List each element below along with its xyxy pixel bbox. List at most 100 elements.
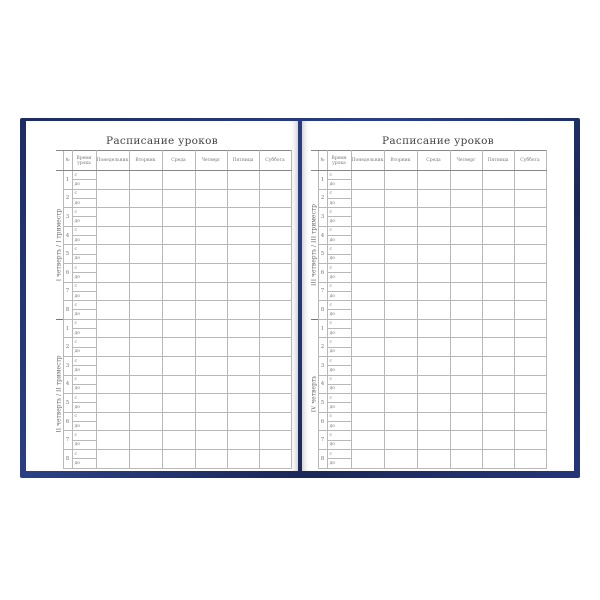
subject-cell[interactable] xyxy=(194,318,228,339)
subject-cell[interactable] xyxy=(383,262,418,283)
subject-cell[interactable] xyxy=(258,393,292,413)
time-cell[interactable]: до xyxy=(71,253,97,264)
time-cell[interactable]: с xyxy=(326,430,352,441)
time-cell[interactable]: до xyxy=(326,272,352,283)
subject-cell[interactable] xyxy=(95,262,130,283)
time-cell[interactable]: с xyxy=(71,430,97,441)
subject-cell[interactable] xyxy=(350,337,385,357)
subject-cell[interactable] xyxy=(258,170,292,190)
subject-cell[interactable] xyxy=(128,244,163,264)
subject-cell[interactable] xyxy=(128,170,163,190)
time-cell[interactable]: с xyxy=(71,281,97,292)
time-cell[interactable]: до xyxy=(326,402,352,413)
subject-cell[interactable] xyxy=(258,337,292,357)
subject-cell[interactable] xyxy=(481,374,515,395)
time-cell[interactable]: с xyxy=(326,411,352,423)
subject-cell[interactable] xyxy=(513,188,547,209)
subject-cell[interactable] xyxy=(194,411,228,432)
subject-cell[interactable] xyxy=(350,411,385,432)
subject-cell[interactable] xyxy=(383,411,418,432)
subject-cell[interactable] xyxy=(449,318,483,339)
subject-cell[interactable] xyxy=(350,188,385,209)
subject-cell[interactable] xyxy=(416,300,451,320)
time-cell[interactable]: до xyxy=(326,383,352,395)
time-cell[interactable]: до xyxy=(326,439,352,450)
subject-cell[interactable] xyxy=(416,207,451,227)
time-cell[interactable]: с xyxy=(71,225,97,237)
time-cell[interactable]: до xyxy=(326,346,352,357)
subject-cell[interactable] xyxy=(383,337,418,357)
subject-cell[interactable] xyxy=(258,318,292,339)
time-cell[interactable]: до xyxy=(71,290,97,302)
subject-cell[interactable] xyxy=(383,355,418,376)
time-cell[interactable]: с xyxy=(326,448,352,460)
subject-cell[interactable] xyxy=(226,188,260,209)
subject-cell[interactable] xyxy=(416,411,451,432)
subject-cell[interactable] xyxy=(513,300,547,320)
subject-cell[interactable] xyxy=(513,225,547,246)
subject-cell[interactable] xyxy=(194,355,228,376)
subject-cell[interactable] xyxy=(194,300,228,320)
time-cell[interactable]: до xyxy=(326,365,352,376)
subject-cell[interactable] xyxy=(161,300,196,320)
time-cell[interactable]: с xyxy=(326,300,352,311)
subject-cell[interactable] xyxy=(350,448,385,469)
subject-cell[interactable] xyxy=(350,430,385,450)
subject-cell[interactable] xyxy=(226,337,260,357)
time-cell[interactable]: с xyxy=(71,207,97,218)
subject-cell[interactable] xyxy=(128,188,163,209)
subject-cell[interactable] xyxy=(258,188,292,209)
time-cell[interactable]: до xyxy=(71,439,97,450)
time-cell[interactable]: с xyxy=(326,337,352,348)
time-cell[interactable]: до xyxy=(71,346,97,357)
subject-cell[interactable] xyxy=(350,355,385,376)
subject-cell[interactable] xyxy=(383,188,418,209)
subject-cell[interactable] xyxy=(383,170,418,190)
subject-cell[interactable] xyxy=(258,430,292,450)
subject-cell[interactable] xyxy=(416,337,451,357)
subject-cell[interactable] xyxy=(226,300,260,320)
subject-cell[interactable] xyxy=(161,337,196,357)
subject-cell[interactable] xyxy=(513,337,547,357)
time-cell[interactable]: до xyxy=(326,216,352,227)
time-cell[interactable]: до xyxy=(71,420,97,432)
subject-cell[interactable] xyxy=(95,244,130,264)
subject-cell[interactable] xyxy=(416,374,451,395)
subject-cell[interactable] xyxy=(226,374,260,395)
subject-cell[interactable] xyxy=(226,448,260,469)
time-cell[interactable]: до xyxy=(71,216,97,227)
subject-cell[interactable] xyxy=(95,355,130,376)
time-cell[interactable]: до xyxy=(71,309,97,320)
subject-cell[interactable] xyxy=(513,411,547,432)
time-cell[interactable]: до xyxy=(71,458,97,469)
subject-cell[interactable] xyxy=(161,170,196,190)
time-cell[interactable]: до xyxy=(71,402,97,413)
time-cell[interactable]: с xyxy=(71,355,97,367)
time-cell[interactable]: с xyxy=(71,337,97,348)
subject-cell[interactable] xyxy=(449,170,483,190)
subject-cell[interactable] xyxy=(161,411,196,432)
subject-cell[interactable] xyxy=(383,318,418,339)
subject-cell[interactable] xyxy=(128,281,163,302)
subject-cell[interactable] xyxy=(194,337,228,357)
time-cell[interactable]: до xyxy=(326,197,352,209)
subject-cell[interactable] xyxy=(95,207,130,227)
subject-cell[interactable] xyxy=(128,318,163,339)
subject-cell[interactable] xyxy=(481,262,515,283)
subject-cell[interactable] xyxy=(416,281,451,302)
time-cell[interactable]: до xyxy=(71,179,97,190)
subject-cell[interactable] xyxy=(449,430,483,450)
subject-cell[interactable] xyxy=(258,207,292,227)
subject-cell[interactable] xyxy=(449,188,483,209)
subject-cell[interactable] xyxy=(161,374,196,395)
subject-cell[interactable] xyxy=(161,393,196,413)
subject-cell[interactable] xyxy=(226,225,260,246)
time-cell[interactable]: с xyxy=(71,300,97,311)
subject-cell[interactable] xyxy=(161,262,196,283)
time-cell[interactable]: до xyxy=(71,272,97,283)
subject-cell[interactable] xyxy=(194,281,228,302)
subject-cell[interactable] xyxy=(128,337,163,357)
time-cell[interactable]: с xyxy=(71,318,97,330)
time-cell[interactable]: до xyxy=(71,365,97,376)
subject-cell[interactable] xyxy=(481,318,515,339)
